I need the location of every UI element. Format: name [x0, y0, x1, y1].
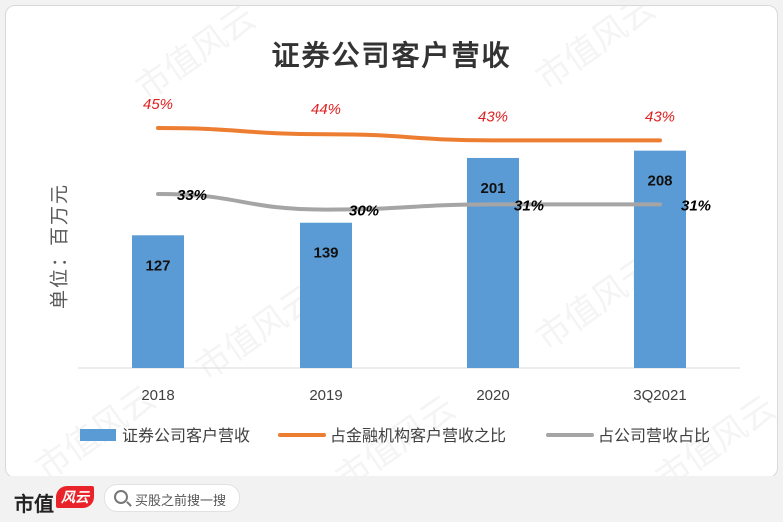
- search-box[interactable]: 买股之前搜一搜: [104, 484, 240, 512]
- chart-title: 证券公司客户营收: [271, 40, 512, 71]
- line-data-label: 31%: [514, 197, 544, 214]
- line-data-label: 45%: [143, 96, 173, 113]
- bar: [634, 150, 686, 368]
- line-data-label: 43%: [645, 108, 675, 125]
- footer-bar: 市值 风云 买股之前搜一搜: [0, 476, 783, 522]
- x-tick-label: 3Q2021: [633, 387, 686, 404]
- series-line: [156, 192, 662, 212]
- bar: [300, 222, 352, 368]
- legend-label: 占公司营收占比: [598, 427, 710, 445]
- bar-value-label: 139: [313, 245, 338, 262]
- legend-label: 证券公司客户营收: [122, 427, 250, 445]
- line-data-label: 44%: [311, 101, 341, 118]
- line-data-label: 33%: [177, 187, 207, 204]
- x-tick-label: 2019: [309, 387, 342, 404]
- x-tick-label: 2020: [476, 387, 509, 404]
- brand-name: 市值: [14, 494, 54, 516]
- line-data-label: 31%: [681, 197, 711, 214]
- bar-value-label: 127: [145, 257, 170, 274]
- line-data-label: 43%: [478, 108, 508, 125]
- bar: [132, 235, 184, 368]
- search-placeholder: 买股之前搜一搜: [135, 493, 227, 508]
- line-data-label: 30%: [349, 203, 379, 220]
- series-line: [156, 126, 662, 143]
- x-tick-label: 2018: [141, 387, 174, 404]
- chart-svg: 127 139 201 208 2018 2019 2020 3Q2021 45% 44% 43% 4…: [78, 96, 740, 445]
- bar-value-label: 208: [647, 173, 672, 190]
- legend-label: 占金融机构客户营收之比: [330, 427, 506, 445]
- chart-frame: 市值风云 市值风云 市值风云 市值风云 市值风云 市值风云 市值风云 证券公司客…: [5, 5, 778, 478]
- legend-swatch: [80, 429, 116, 441]
- search-icon: [114, 490, 128, 504]
- bar-value-label: 201: [480, 180, 505, 197]
- brand-logo: 风云: [56, 486, 94, 508]
- bar: [467, 157, 519, 368]
